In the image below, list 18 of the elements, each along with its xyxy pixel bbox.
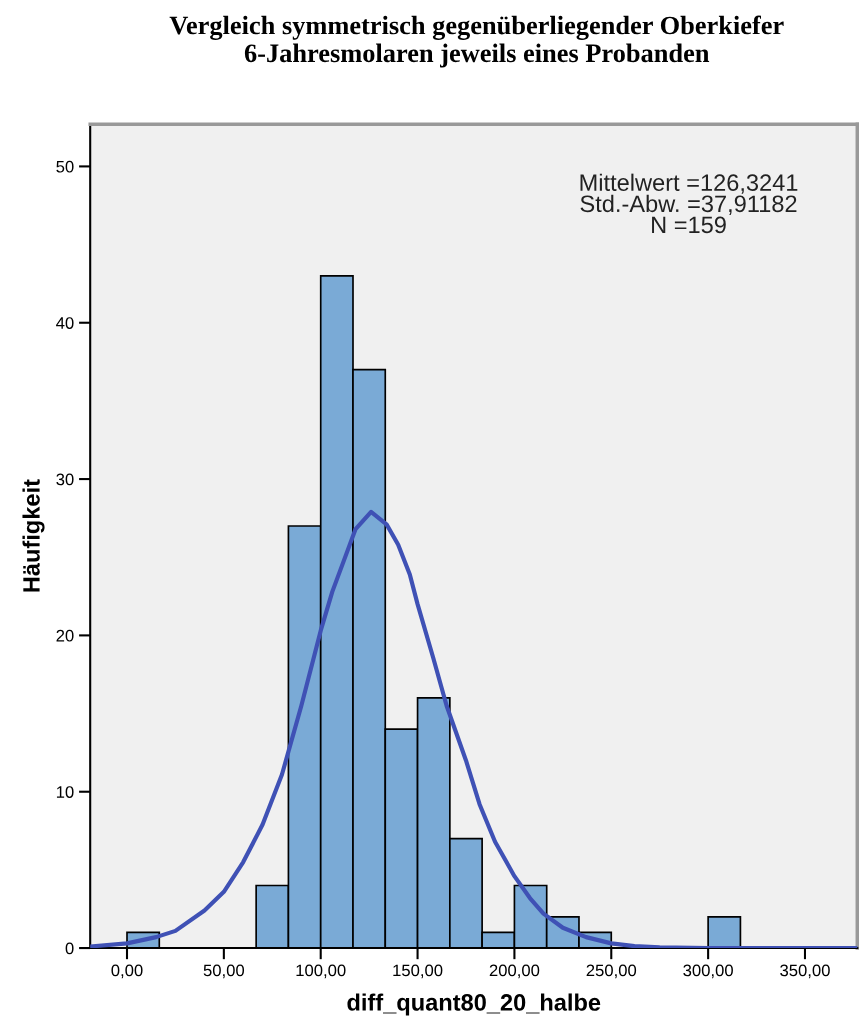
x-axis-title: diff_quant80_20_halbe [347, 993, 601, 1016]
x-tick-label: 300,00 [683, 964, 733, 979]
y-tick-label: 40 [56, 317, 74, 329]
y-axis-title: Häufigkeit [22, 479, 45, 592]
y-tick-label: 50 [56, 160, 74, 173]
x-tick-label: 200,00 [489, 964, 540, 979]
x-tick-label: 250,00 [586, 964, 637, 979]
y-tick-label: 10 [56, 786, 74, 798]
x-tick-label: 350,00 [780, 964, 830, 979]
x-tick-label: 150,00 [393, 964, 443, 979]
y-tick-label: 0 [65, 942, 74, 955]
y-tick-label: 20 [56, 629, 74, 642]
chart-title: Vergleich symmetrisch gegenüberliegender Oberkiefer 6-Jahresmolaren jeweils eines Probanden [169, 15, 784, 68]
x-tick-label: 50,00 [203, 964, 245, 979]
annotation: Mittelwert =126,3241 Std.-Abw. =37,91182 N =159 [580, 173, 798, 234]
x-tick-label: 0,00 [111, 964, 143, 979]
y-tick-label: 30 [56, 473, 74, 486]
x-tick-label: 100,00 [296, 964, 346, 979]
